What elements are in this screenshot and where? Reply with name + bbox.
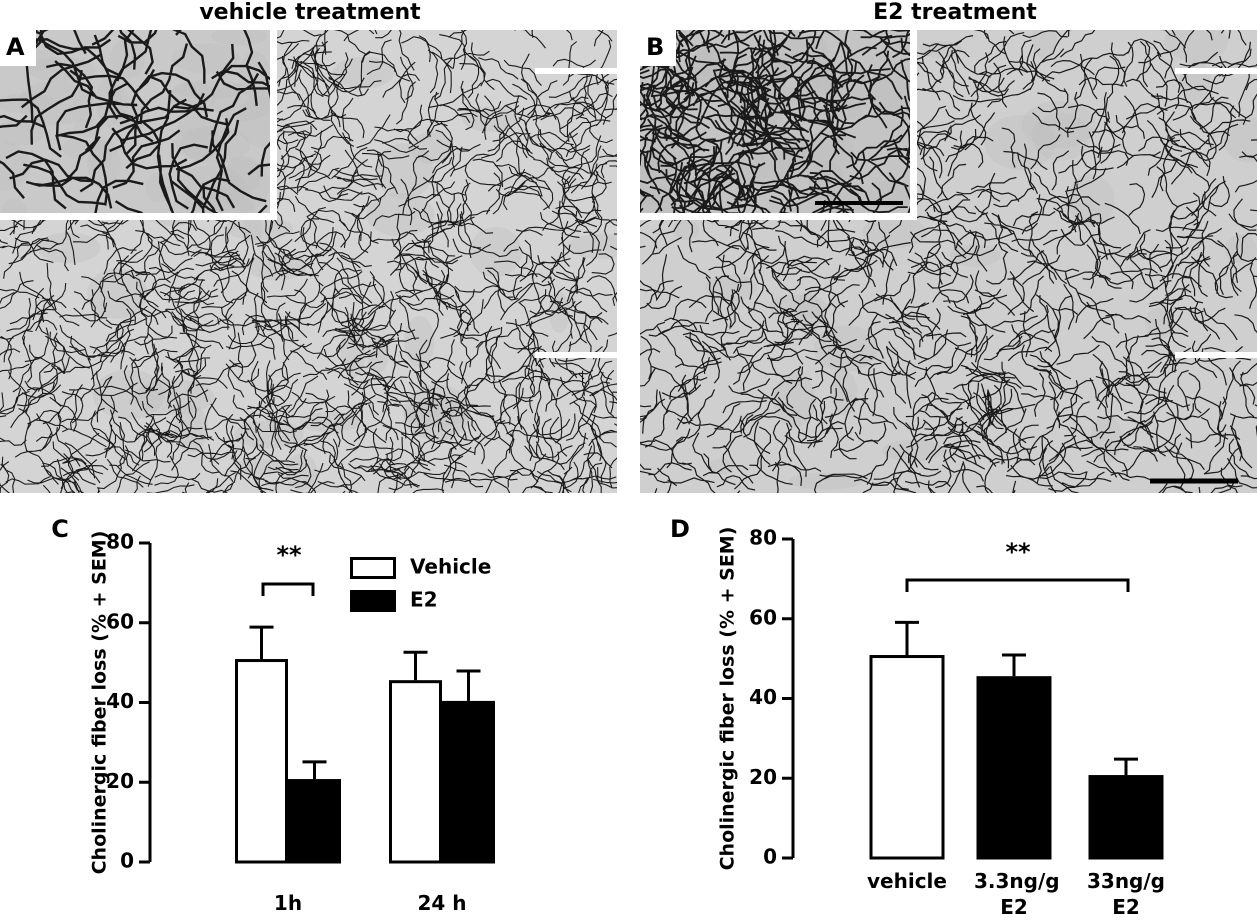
micrographs bbox=[0, 30, 1257, 493]
cell bbox=[469, 226, 522, 277]
y-axis-label: Cholinergic fiber loss (% + SEM) bbox=[717, 527, 739, 871]
micrograph bbox=[0, 30, 617, 493]
fibers bbox=[0, 30, 270, 213]
y-tick-label: 80 bbox=[106, 530, 134, 554]
cell bbox=[36, 232, 101, 264]
cell bbox=[688, 48, 739, 90]
error-bar bbox=[1114, 757, 1138, 776]
panel-label-bg bbox=[640, 30, 676, 66]
panel-label: B bbox=[646, 33, 664, 61]
legend-label: Vehicle bbox=[410, 555, 491, 579]
y-tick-label: 60 bbox=[749, 605, 777, 629]
legend-label: E2 bbox=[410, 588, 438, 612]
cell bbox=[708, 458, 734, 475]
cell bbox=[367, 334, 390, 373]
cell bbox=[1224, 234, 1257, 264]
cell bbox=[788, 472, 863, 490]
legend-swatch bbox=[350, 590, 396, 612]
cell bbox=[567, 233, 617, 259]
bar bbox=[1088, 775, 1164, 860]
cell bbox=[882, 439, 945, 462]
y-tick-label: 80 bbox=[749, 526, 777, 550]
x-tick-label: vehicle bbox=[867, 869, 947, 893]
error-bar bbox=[403, 650, 428, 681]
bar bbox=[976, 676, 1052, 860]
bar bbox=[288, 779, 341, 864]
cell bbox=[773, 372, 816, 428]
cell bbox=[110, 38, 145, 80]
cell bbox=[177, 115, 216, 141]
cell bbox=[87, 268, 148, 319]
cell bbox=[1164, 30, 1229, 61]
significance-bracket bbox=[261, 582, 315, 596]
significance-bracket bbox=[905, 578, 1130, 592]
y-axis-label: Cholinergic fiber loss (% + SEM) bbox=[89, 531, 111, 875]
error-bar bbox=[302, 760, 327, 780]
y-tick-label: 20 bbox=[749, 765, 777, 789]
cell bbox=[1090, 415, 1123, 464]
error-bar bbox=[249, 625, 274, 660]
bar bbox=[235, 659, 288, 864]
cell bbox=[224, 155, 263, 193]
significance-label: ** bbox=[1005, 538, 1031, 566]
cell bbox=[224, 217, 294, 240]
cell bbox=[0, 141, 32, 192]
cell bbox=[1032, 30, 1057, 60]
panel-label: D bbox=[670, 515, 690, 543]
y-tick-label: 0 bbox=[120, 849, 134, 873]
panel-label: C bbox=[51, 515, 69, 543]
y-tick-label: 40 bbox=[749, 685, 777, 709]
cell bbox=[672, 220, 699, 241]
error-bar bbox=[1002, 653, 1026, 677]
x-tick-label: 33ng/g E2 bbox=[1086, 869, 1165, 919]
cell bbox=[640, 181, 671, 207]
bar bbox=[389, 680, 442, 864]
error-bar bbox=[456, 669, 481, 701]
cell bbox=[404, 315, 435, 368]
fibers bbox=[640, 30, 910, 213]
cell bbox=[0, 93, 58, 114]
x-tick-label: 3.3ng/g E2 bbox=[974, 869, 1060, 919]
x-tick-label: 1h bbox=[273, 891, 303, 915]
significance-label: ** bbox=[276, 541, 302, 569]
cell bbox=[1021, 101, 1096, 149]
cell bbox=[234, 420, 304, 449]
y-tick-label: 40 bbox=[106, 689, 134, 713]
cell bbox=[172, 43, 240, 74]
cell bbox=[211, 30, 268, 46]
legend-swatch bbox=[350, 557, 396, 579]
bar bbox=[442, 700, 495, 864]
x-tick-label: 24 h bbox=[417, 891, 467, 915]
cell bbox=[242, 214, 263, 244]
micrograph bbox=[640, 30, 910, 213]
y-tick-label: 20 bbox=[106, 769, 134, 793]
panel-title: E2 treatment bbox=[873, 0, 1037, 25]
cell bbox=[87, 139, 121, 190]
panel-title: vehicle treatment bbox=[199, 0, 421, 25]
panel-label-bg bbox=[0, 30, 36, 66]
y-tick-label: 0 bbox=[763, 845, 777, 869]
cell bbox=[332, 56, 395, 89]
bar bbox=[869, 655, 945, 860]
y-tick-label: 60 bbox=[106, 609, 134, 633]
panel-label: A bbox=[6, 33, 25, 61]
cell bbox=[1223, 116, 1257, 163]
micrograph bbox=[0, 30, 270, 213]
cell bbox=[0, 198, 28, 213]
cell bbox=[246, 252, 307, 281]
error-bar bbox=[895, 620, 919, 656]
